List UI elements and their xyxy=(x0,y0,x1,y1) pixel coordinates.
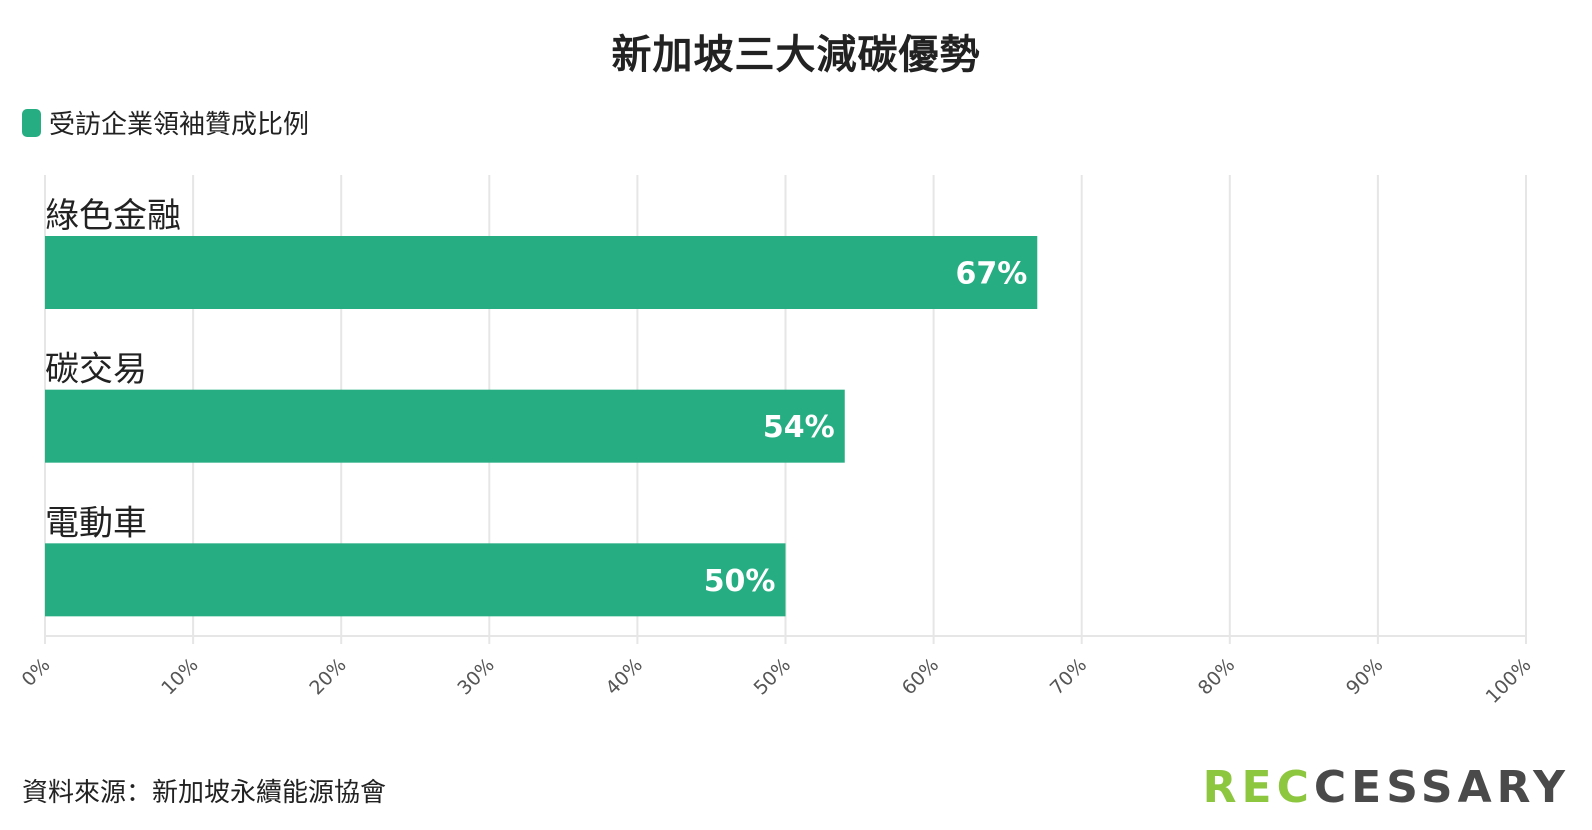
bar xyxy=(45,389,845,463)
legend-label: 受訪企業領袖贊成比例 xyxy=(49,110,310,140)
x-tick-label: 70% xyxy=(1046,654,1091,699)
x-tick-label: 60% xyxy=(898,654,943,699)
x-axis-ticks: 0% 10% 20% 30% 40% 50% 60% 70% 80% 90% 100% xyxy=(18,654,1536,708)
brand-logo: RECCESSARY xyxy=(1203,762,1570,813)
category-label: 電動車 xyxy=(45,503,147,543)
x-tick-label: 30% xyxy=(453,654,498,699)
category-label: 碳交易 xyxy=(45,350,147,390)
legend-swatch xyxy=(22,108,41,137)
x-tick-label: 90% xyxy=(1342,654,1387,699)
logo-part-cessary: CESSARY xyxy=(1313,762,1570,813)
x-tick-label: 100% xyxy=(1482,654,1536,708)
x-tick-label: 20% xyxy=(305,654,350,699)
bar xyxy=(45,236,1038,309)
data-label: 50% xyxy=(704,564,776,599)
bars: 綠色金融 67% 碳交易 54% 電動車 50% xyxy=(45,196,1038,617)
chart-title: 新加坡三大減碳優勢 xyxy=(611,32,981,78)
data-label: 67% xyxy=(955,257,1027,292)
x-tick-label: 0% xyxy=(18,654,55,691)
logo-part-rec: REC xyxy=(1202,762,1314,813)
x-tick-label: 10% xyxy=(157,654,202,699)
data-label: 54% xyxy=(763,410,835,445)
x-tick-label: 80% xyxy=(1194,654,1239,699)
legend: 受訪企業領袖贊成比例 xyxy=(22,104,309,141)
category-label: 綠色金融 xyxy=(45,196,181,236)
source-note: 資料來源：新加坡永續能源協會 xyxy=(22,778,387,808)
x-tick-label: 50% xyxy=(750,654,795,699)
x-tick-label: 40% xyxy=(602,654,647,699)
bar xyxy=(45,543,786,617)
